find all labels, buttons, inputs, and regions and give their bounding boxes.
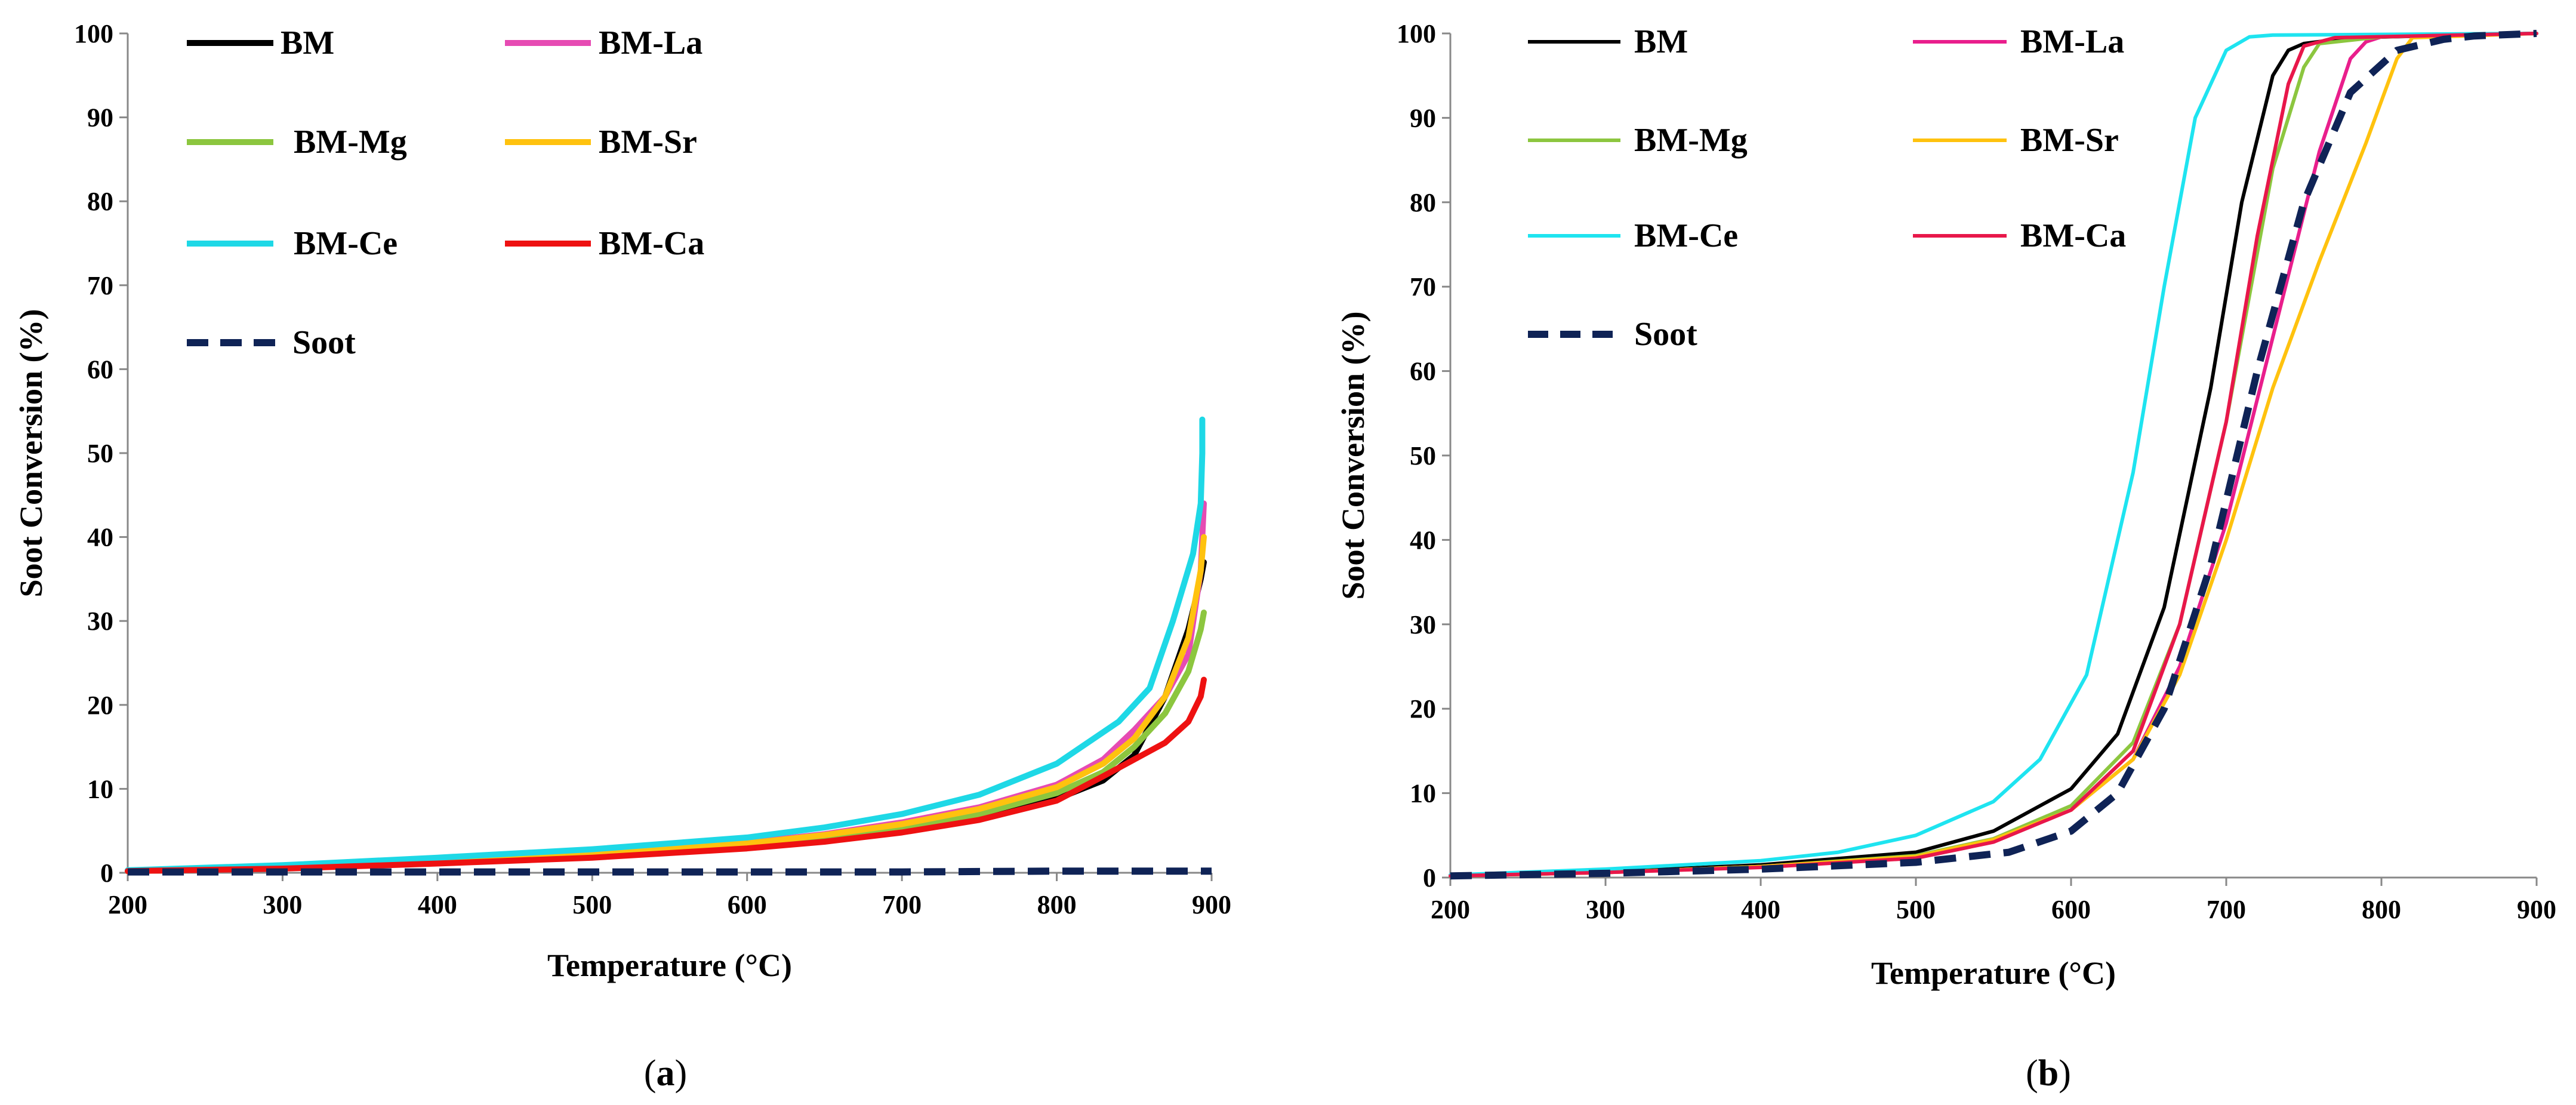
panel-b-legend-item-bm-ca: BM-Ca <box>1913 217 2126 254</box>
panel-b-y-tick-label: 70 <box>1410 272 1436 301</box>
panel-b-x-tick-label: 900 <box>2517 895 2556 924</box>
panel-b-y-tick-label: 100 <box>1397 19 1436 48</box>
panel-a-y-axis-title: Soot Conversion (%) <box>13 309 49 598</box>
panel-b-legend-label-bm-ce: BM-Ce <box>1634 217 1738 254</box>
panel-a-y-tick-label: 0 <box>100 858 113 888</box>
panel-a-x-tick-label: 600 <box>728 890 767 919</box>
panel-b-y-tick-label: 50 <box>1410 441 1436 470</box>
panel-a-legend-item-bm-ce: BM-Ce <box>187 225 398 262</box>
panel-a-legend-item-bm-la: BM-La <box>505 24 702 61</box>
panel-b-series-line-bm <box>1449 32 2538 877</box>
panel-a-y-ticks: 0 10 20 30 40 50 60 70 80 90 100 <box>74 19 128 888</box>
panel-a-legend-label-bm-sr: BM-Sr <box>599 124 697 161</box>
panel-b-legend-label-bm-sr: BM-Sr <box>2020 122 2119 159</box>
panel-b-series-line-bm-ce <box>1449 32 2538 877</box>
panel-b-x-tick-label: 600 <box>2051 895 2091 924</box>
panel-b-x-tick-label: 300 <box>1586 895 1625 924</box>
panel-a-y-tick-label: 10 <box>87 774 113 804</box>
panel-a-series-line-bm-mg <box>125 610 1207 875</box>
panel-b-legend-label-soot: Soot <box>1634 316 1697 353</box>
panel-b-y-tick-label: 30 <box>1410 610 1436 639</box>
panel-a-legend-label-bm-mg: BM-Mg <box>294 124 407 161</box>
panel-b-legend: BM BM-La BM-Mg BM-Sr BM-Ce BM-Ca <box>1528 23 2126 353</box>
panel-a-legend-label-bm-ce: BM-Ce <box>294 225 398 262</box>
panel-a-y-tick-label: 30 <box>87 607 113 636</box>
panel-b-legend-label-bm-mg: BM-Mg <box>1634 122 1748 159</box>
panel-a-legend-label-bm: BM <box>281 24 334 61</box>
panel-a-x-tick-label: 800 <box>1037 890 1077 919</box>
panel-a-y-tick-label: 20 <box>87 691 113 720</box>
panel-b-legend-label-bm: BM <box>1634 23 1688 60</box>
panel-b-y-tick-label: 0 <box>1423 863 1436 892</box>
panel-b-x-tick-label: 800 <box>2362 895 2401 924</box>
panel-a-legend-label-bm-la: BM-La <box>599 24 702 61</box>
panel-a-x-tick-label: 200 <box>108 890 147 919</box>
panel-a-y-tick-label: 100 <box>74 19 113 48</box>
panel-a-legend: BM BM-La BM-Mg BM-Sr BM-Ce BM-Ca <box>187 24 704 361</box>
panel-a-legend-item-bm: BM <box>187 24 334 61</box>
panel-a-x-tick-label: 400 <box>418 890 457 919</box>
panel-a-x-tick-label: 700 <box>882 890 922 919</box>
panel-a-series-line-bm-ca <box>125 676 1207 875</box>
panel-b-x-tick-label: 400 <box>1741 895 1780 924</box>
panel-b-legend-item-soot: Soot <box>1528 316 1697 353</box>
panel-b-x-tick-label: 500 <box>1896 895 1936 924</box>
panel-a-legend-label-bm-ca: BM-Ca <box>599 225 704 262</box>
panel-b-series-line-soot <box>1450 30 2537 880</box>
panel-b-y-tick-label: 20 <box>1410 694 1436 724</box>
panel-a-legend-item-bm-mg: BM-Mg <box>187 124 407 161</box>
panel-a-series <box>125 416 1212 876</box>
panel-a-y-tick-label: 90 <box>87 103 113 133</box>
panel-b-label-letter: b <box>2038 1053 2059 1094</box>
panel-b-x-axis-title: Temperature (°C) <box>1871 955 2116 991</box>
panel-a-label-letter: a <box>657 1053 675 1094</box>
panel-b-label: (b) <box>2026 1053 2071 1094</box>
panel-b-legend-item-bm-sr: BM-Sr <box>1913 122 2119 159</box>
panel-a-y-tick-label: 60 <box>87 355 113 384</box>
panel-a-series-line-soot <box>128 867 1212 876</box>
panel-a-y-tick-label: 40 <box>87 523 113 552</box>
panel-a-label: (a) <box>644 1053 687 1094</box>
panel-b-x-tick-label: 200 <box>1431 895 1470 924</box>
panel-b-x-tick-label: 700 <box>2207 895 2246 924</box>
panel-b-legend-label-bm-la: BM-La <box>2020 23 2124 60</box>
panel-b-y-tick-label: 40 <box>1410 525 1436 555</box>
panel-b-y-tick-label: 90 <box>1410 103 1436 133</box>
panel-b-legend-item-bm-la: BM-La <box>1913 23 2124 60</box>
panel-a-x-ticks: 200 300 400 500 600 700 800 900 <box>108 873 1231 919</box>
panel-a-y-tick-label: 70 <box>87 271 113 300</box>
panel-b-series-line-bm-la <box>1449 32 2538 878</box>
panel-a-series-line-bm-la <box>125 500 1207 875</box>
panel-a-y-tick-label: 80 <box>87 187 113 216</box>
panel-b-y-axis-title: Soot Conversion (%) <box>1335 312 1371 600</box>
panel-a-legend-item-bm-ca: BM-Ca <box>505 225 704 262</box>
panel-b-x-ticks: 200 300 400 500 600 700 800 900 <box>1431 878 2556 924</box>
panel-a-chart: 0 10 20 30 40 50 60 70 80 90 100 200 300 400 500 600 70… <box>13 19 1231 1094</box>
panel-b-y-tick-label: 60 <box>1410 357 1436 386</box>
panel-a-x-tick-label: 300 <box>263 890 302 919</box>
panel-a-legend-item-bm-sr: BM-Sr <box>505 124 697 161</box>
panel-b-series-line-bm-ca <box>1449 32 2538 878</box>
panel-a-x-tick-label: 900 <box>1192 890 1231 919</box>
panel-a-series-line-bm <box>125 559 1207 875</box>
panel-a-series-line-bm-sr <box>125 534 1207 875</box>
panel-a-x-tick-label: 500 <box>572 890 612 919</box>
panel-b-chart: 0 10 20 30 40 50 60 70 80 90 100 200 300 400 500 600 70… <box>1335 19 2556 1094</box>
panel-a-legend-item-soot: Soot <box>187 324 356 361</box>
panel-b-legend-label-bm-ca: BM-Ca <box>2020 217 2126 254</box>
panel-a-series-line-bm-ce <box>125 416 1206 873</box>
panel-b-y-tick-label: 10 <box>1410 779 1436 808</box>
panel-b-legend-item-bm: BM <box>1528 23 1688 60</box>
panel-b-y-ticks: 0 10 20 30 40 50 60 70 80 90 100 <box>1397 19 1450 892</box>
panel-b-series-line-bm-sr <box>1449 32 2538 878</box>
panel-b-legend-item-bm-ce: BM-Ce <box>1528 217 1738 254</box>
panel-a-y-tick-label: 50 <box>87 439 113 468</box>
panel-b-legend-item-bm-mg: BM-Mg <box>1528 122 1748 159</box>
panel-a-legend-label-soot: Soot <box>292 324 356 361</box>
panel-a-x-axis-title: Temperature (°C) <box>547 947 792 983</box>
panel-b-series-line-bm-mg <box>1449 32 2538 878</box>
panel-b-series <box>1449 30 2538 880</box>
panel-b-y-tick-label: 80 <box>1410 188 1436 217</box>
